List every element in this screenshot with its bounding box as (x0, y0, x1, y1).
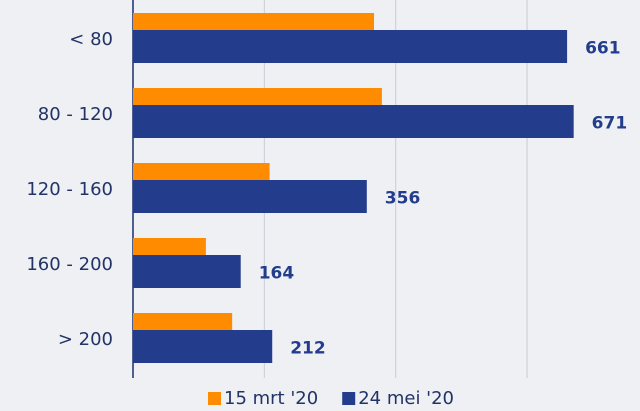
bar (133, 163, 270, 180)
value-label: 212 (290, 339, 326, 359)
y-tick-label: 80 - 120 (38, 104, 113, 125)
y-tick-label: > 200 (58, 329, 113, 350)
bar (133, 30, 568, 63)
bar (133, 13, 375, 30)
value-label: 356 (385, 189, 421, 209)
legend-swatch (342, 392, 356, 405)
value-label: 164 (259, 264, 295, 284)
bar (133, 238, 206, 255)
bar (133, 330, 273, 363)
y-tick-label: 160 - 200 (26, 254, 113, 275)
value-label: 671 (592, 114, 628, 134)
bar (133, 88, 382, 105)
bar (133, 255, 241, 288)
legend-label: 15 mrt '20 (224, 388, 318, 409)
y-tick-label: 120 - 160 (26, 179, 113, 200)
legend-label: 24 mei '20 (358, 388, 454, 409)
y-tick-label: < 80 (69, 29, 113, 50)
bar (133, 105, 574, 138)
legend-swatch (208, 392, 221, 405)
bar (133, 313, 233, 330)
value-label: 661 (585, 39, 621, 59)
bar (133, 180, 367, 213)
